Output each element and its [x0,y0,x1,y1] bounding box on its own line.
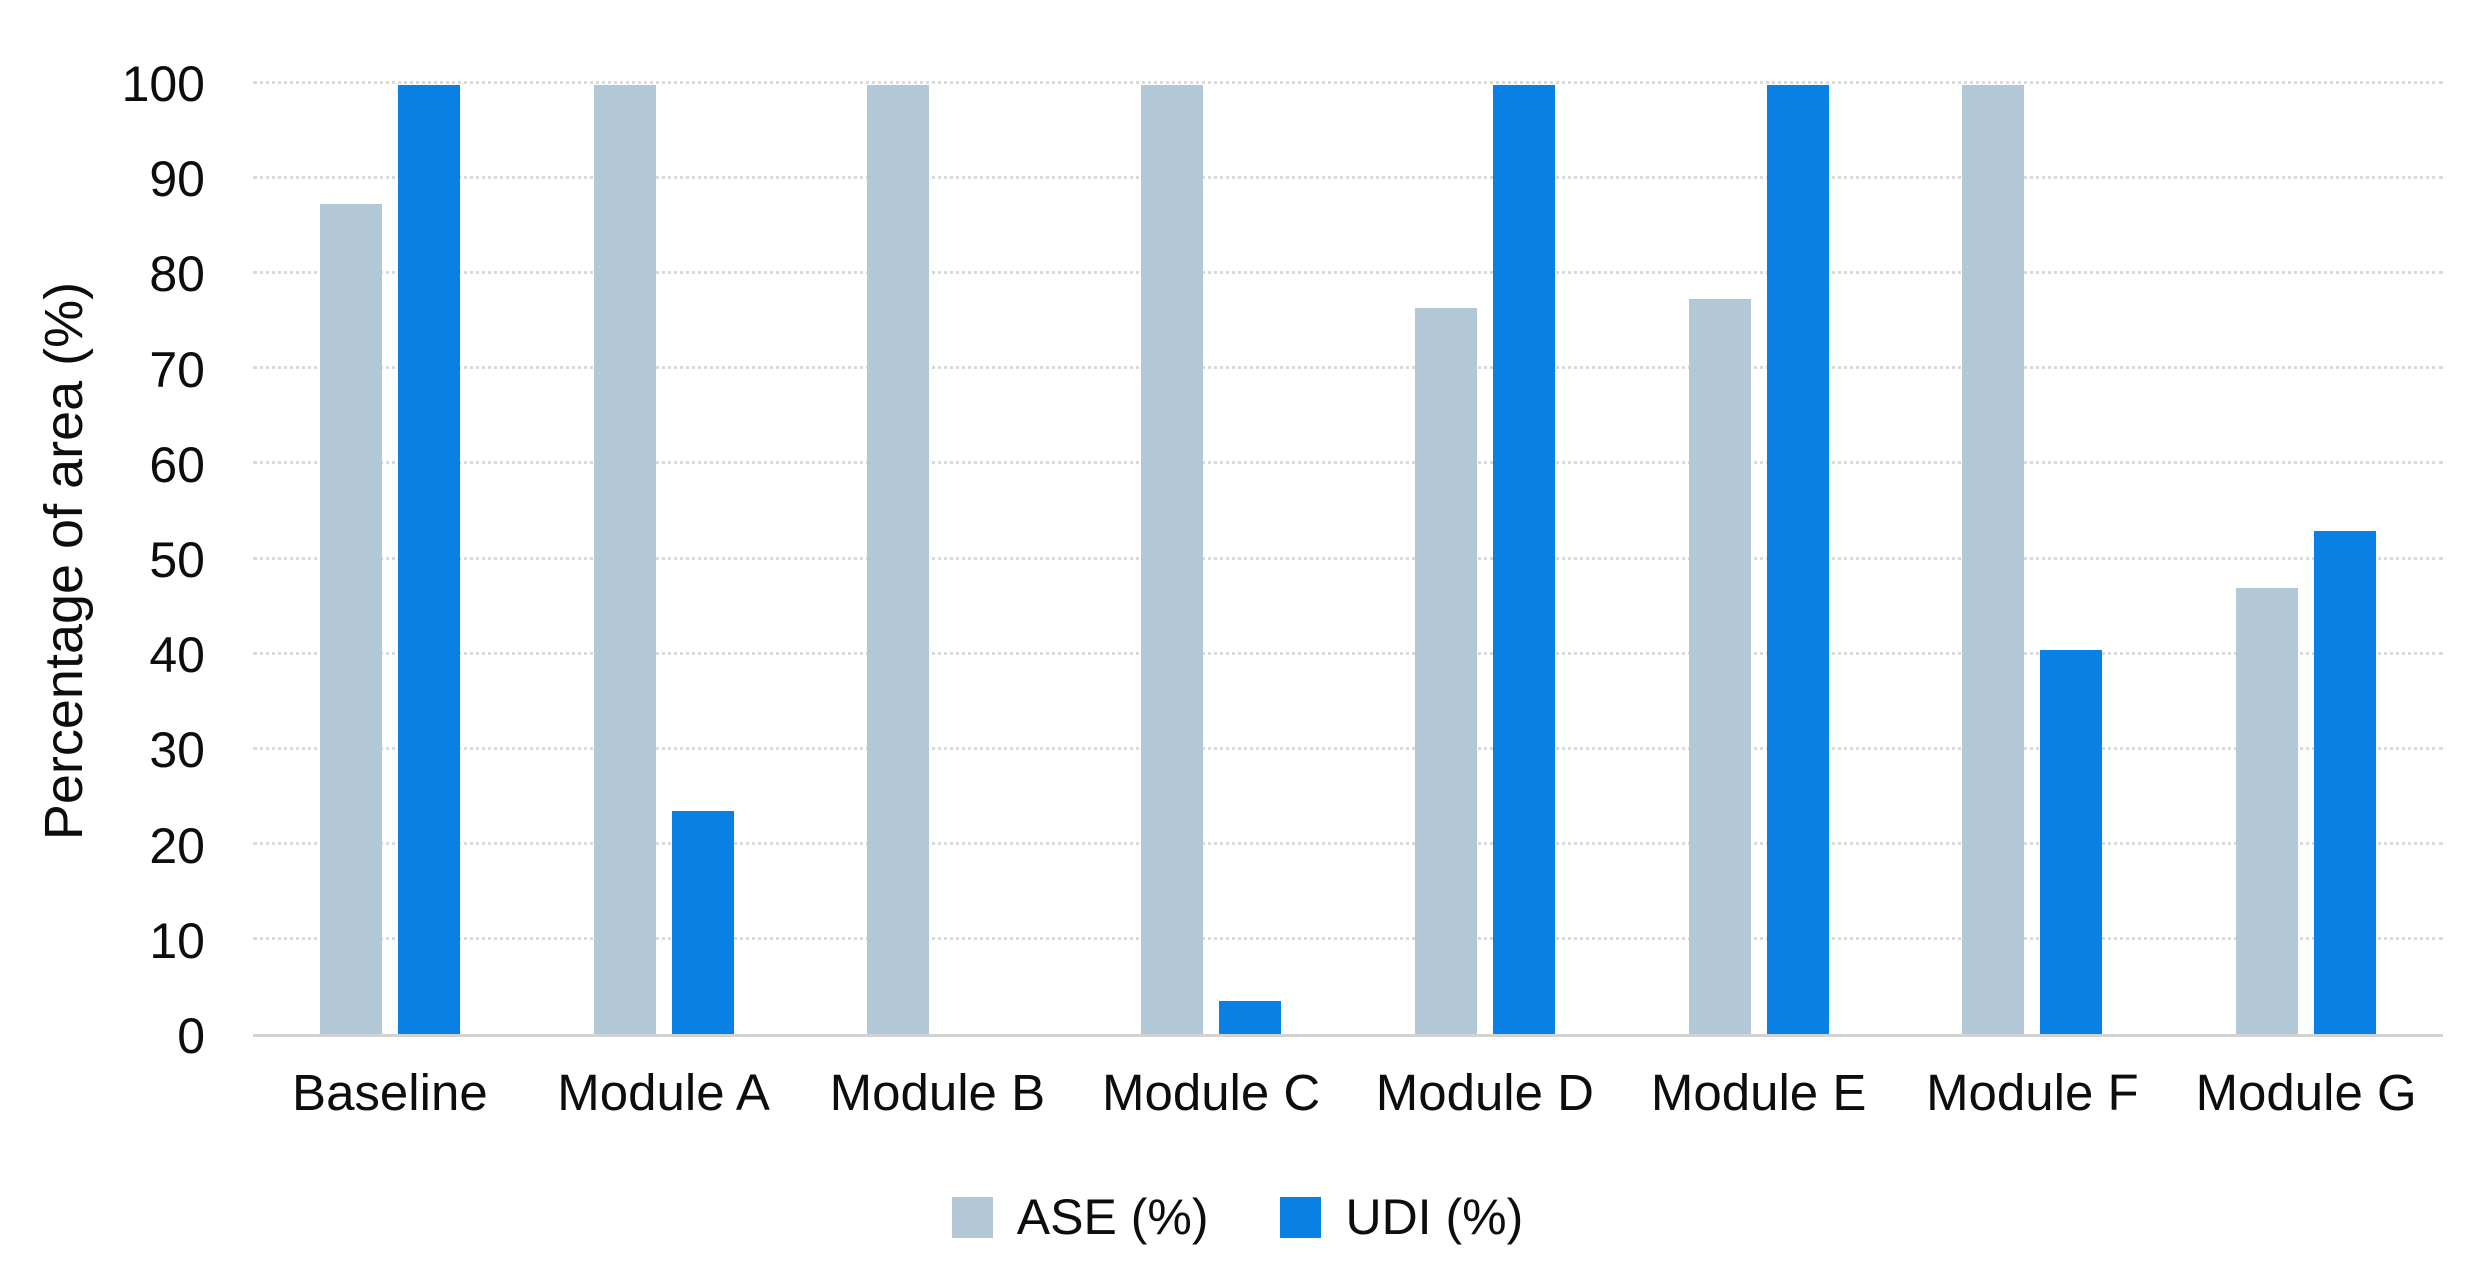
category-label: Baseline [292,1064,488,1121]
bar-ase [2236,587,2299,1034]
y-tick-label: 100 [121,56,205,112]
bar-group [1622,85,1896,1034]
gridline [253,746,2443,750]
legend-swatch [951,1196,993,1238]
bar-group [527,85,801,1034]
category-label: Module B [829,1064,1046,1121]
category-label: Module E [1650,1064,1867,1121]
gridline [253,366,2443,370]
category-label: Module D [1375,1064,1595,1121]
bar-group [253,85,527,1034]
bar-group [801,85,1075,1034]
bar-group [1074,85,1348,1034]
bars-layer [253,85,2443,1034]
category-label: Module F [1926,1064,2139,1121]
y-tick-label: 50 [149,532,205,588]
legend: ASE (%) UDI (%) [0,1188,2475,1246]
x-axis-category-labels: Baseline Module A Module B Module C Module D… [253,1062,2443,1123]
y-tick-label: 70 [149,341,205,398]
y-tick-label: 0 [177,1008,205,1064]
bar-udi [2314,531,2377,1034]
y-tick-label: 30 [149,722,205,779]
category-label: Module G [2195,1064,2417,1121]
bar-udi [1219,1000,1282,1034]
bar-ase [1414,308,1477,1034]
gridline [253,80,2443,84]
y-tick-label: 10 [149,912,205,969]
bar-ase [867,85,930,1034]
category-label: Module C [1101,1064,1321,1121]
bar-udi [397,85,460,1034]
gridline [253,937,2443,941]
legend-label: ASE (%) [1016,1189,1209,1245]
bar-udi [1492,85,1555,1034]
legend-item: UDI (%) [1280,1188,1523,1246]
bar-ase [319,203,382,1034]
gridline [253,461,2443,465]
y-tick-label: 80 [149,246,205,303]
bar-udi [2040,649,2103,1034]
plot-area [253,80,2443,1037]
bar-ase [1141,85,1204,1034]
gridline [253,556,2443,560]
gridline [253,842,2443,846]
bar-udi [1766,85,1829,1034]
legend-swatch [1280,1196,1322,1238]
bar-group [1348,85,1622,1034]
y-tick-label: 90 [149,151,205,208]
legend-item: ASE (%) [951,1188,1209,1246]
legend-label: UDI (%) [1345,1189,1524,1245]
y-tick-label: 60 [149,436,205,493]
category-label: Module A [557,1064,770,1121]
gridline [253,175,2443,179]
y-axis-tick-labels: 0 10 20 30 40 50 60 70 80 90 100 [0,0,205,1288]
gridline [253,270,2443,274]
y-tick-label: 40 [149,627,205,684]
bar-ase [1962,85,2025,1034]
bar-udi [671,811,734,1034]
bar-group [1896,85,2170,1034]
bar-group [2169,85,2443,1034]
gridline [253,651,2443,655]
bar-ase [593,85,656,1034]
bar-ase [1688,298,1751,1034]
y-tick-label: 20 [149,817,205,874]
